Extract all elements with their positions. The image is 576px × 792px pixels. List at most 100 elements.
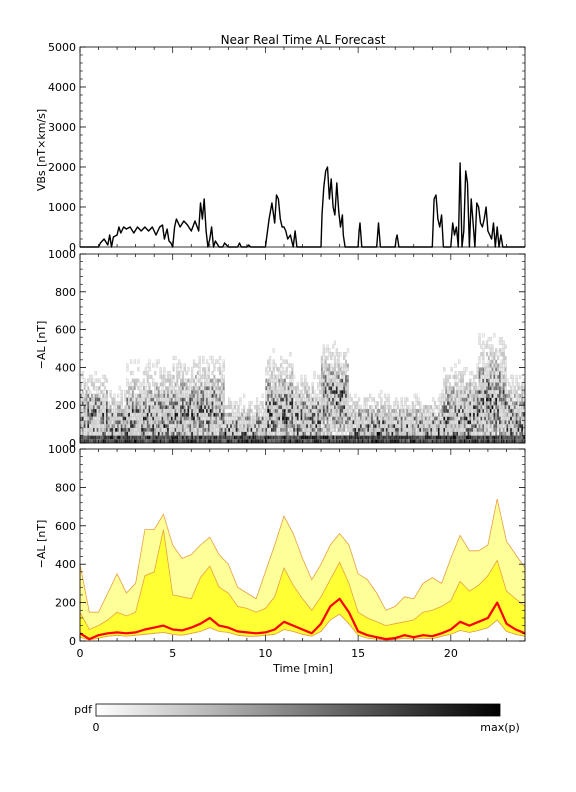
heatmap-cell: [437, 424, 440, 428]
heatmap-cell: [148, 359, 151, 364]
heatmap-cell: [194, 393, 198, 398]
heatmap-cell: [302, 420, 305, 425]
heatmap-cell: [293, 416, 296, 421]
heatmap-cell: [513, 424, 516, 428]
heatmap-cell: [127, 382, 131, 387]
heatmap-cell: [441, 389, 444, 395]
heatmap-cell: [268, 367, 272, 372]
heatmap-cell: [90, 382, 94, 387]
heatmap-cell: [339, 386, 342, 391]
heatmap-cell: [245, 416, 247, 421]
heatmap-cell: [324, 405, 327, 410]
heatmap-cell: [283, 431, 287, 436]
heatmap-cell: [296, 420, 299, 425]
heatmap-cell: [209, 420, 212, 425]
heatmap-cell: [161, 416, 164, 421]
heatmap-cell: [361, 431, 364, 436]
heatmap-cell: [443, 427, 446, 432]
heatmap-cell: [328, 378, 331, 383]
heatmap-cell: [456, 393, 459, 398]
heatmap-cell: [380, 439, 383, 443]
heatmap-cell: [313, 420, 316, 425]
heatmap-cell: [183, 378, 186, 383]
heatmap-cell: [374, 401, 377, 406]
heatmap-cell: [143, 386, 145, 391]
heatmap-cell: [367, 409, 370, 413]
heatmap-cell: [276, 397, 279, 402]
heatmap-cell: [493, 435, 496, 440]
heatmap-cell: [105, 393, 109, 398]
heatmap-cell: [293, 424, 296, 428]
heatmap-cell: [187, 420, 190, 425]
heatmap-cell: [326, 401, 329, 406]
heatmap-cell: [384, 439, 386, 443]
heatmap-cell: [491, 435, 494, 440]
heatmap-cell: [252, 420, 255, 425]
heatmap-cell: [447, 397, 449, 402]
heatmap-cell: [495, 412, 498, 417]
heatmap-cell: [150, 435, 153, 440]
heatmap-cell: [373, 424, 375, 428]
heatmap-cell: [155, 382, 159, 387]
heatmap-cell: [365, 431, 368, 436]
heatmap-cell: [291, 405, 294, 409]
heatmap-cell: [220, 378, 223, 383]
heatmap-cell: [235, 431, 238, 436]
heatmap-cell: [354, 439, 357, 443]
heatmap-cell: [150, 374, 153, 379]
heatmap-cell: [456, 416, 459, 421]
heatmap-cell: [248, 439, 251, 443]
heatmap-cell: [476, 405, 479, 409]
heatmap-cell: [363, 435, 366, 440]
heatmap-cell: [205, 389, 209, 395]
heatmap-cell: [144, 386, 147, 391]
heatmap-cell: [267, 412, 270, 417]
heatmap-cell: [285, 382, 288, 387]
heatmap-cell: [294, 393, 298, 398]
heatmap-cell: [294, 386, 298, 391]
heatmap-cell: [90, 423, 94, 429]
heatmap-cell: [426, 431, 429, 436]
heatmap-cell: [441, 393, 444, 398]
heatmap-cell: [265, 378, 268, 383]
heatmap-cell: [204, 427, 207, 432]
heatmap-cell: [180, 431, 182, 436]
heatmap-cell: [439, 427, 442, 432]
heatmap-cell: [137, 393, 140, 398]
heatmap-cell: [499, 390, 501, 394]
heatmap-cell: [485, 340, 489, 345]
heatmap-cell: [93, 435, 95, 440]
heatmap-cell: [91, 416, 93, 421]
heatmap-cell: [148, 416, 151, 421]
heatmap-cell: [272, 363, 275, 368]
heatmap-cell: [189, 408, 192, 413]
heatmap-cell: [498, 337, 502, 342]
heatmap-cell: [122, 431, 125, 436]
heatmap-cell: [439, 420, 442, 425]
heatmap-cell: [179, 423, 183, 429]
heatmap-cell: [389, 423, 392, 429]
heatmap-cell: [276, 412, 279, 417]
heatmap-cell: [497, 439, 500, 443]
median-forecast-line: [79, 597, 526, 641]
heatmap-cell: [181, 371, 185, 376]
heatmap-cell: [311, 427, 314, 432]
heatmap-cell: [204, 439, 207, 443]
heatmap-cell: [504, 389, 507, 395]
heatmap-cell: [200, 382, 203, 387]
heatmap-cell: [118, 423, 121, 429]
heatmap-cell: [257, 408, 261, 413]
heatmap-cell: [191, 431, 194, 436]
heatmap-cell: [317, 435, 320, 440]
heatmap-cell: [443, 431, 446, 436]
heatmap-cell: [461, 393, 465, 398]
heatmap-cell: [183, 386, 186, 391]
heatmap-cell: [320, 386, 324, 391]
heatmap-cell: [267, 439, 270, 443]
heatmap-cell: [146, 371, 149, 376]
heatmap-cell: [456, 397, 459, 402]
heatmap-cell: [348, 405, 351, 410]
heatmap-cell: [309, 420, 312, 425]
heatmap-cell: [413, 393, 416, 398]
heatmap-cell: [165, 408, 168, 413]
